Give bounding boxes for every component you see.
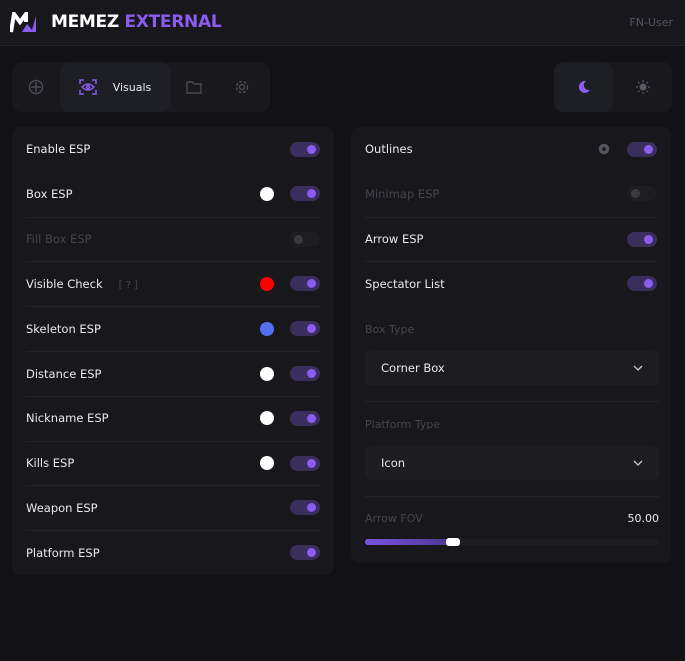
color-picker[interactable] [260,456,274,471]
toggle-switch[interactable] [290,455,320,471]
slider-handle[interactable] [446,538,461,546]
row-label: Fill Box ESP [26,232,92,247]
arrow-fov-label: Arrow FOV [365,512,423,525]
toggle-switch[interactable] [627,141,657,157]
row-platform-esp: Platform ESP [26,530,320,574]
tab-bar: Visuals [12,62,270,112]
moon-icon [578,80,590,93]
row-label: Platform ESP [26,545,100,560]
toggle-switch[interactable] [290,500,320,516]
tab-settings[interactable] [218,62,266,112]
toggle-switch[interactable] [290,545,320,561]
row-outlines: Outlines [365,127,657,171]
row-arrow-esp: Arrow ESP [365,216,657,261]
row-label: Skeleton ESP [26,321,101,336]
crosshair-icon [28,79,44,95]
tab-visuals[interactable]: Visuals [60,62,170,112]
arrow-fov-slider[interactable] [365,538,659,546]
light-theme-button[interactable] [613,62,672,112]
toggle-switch[interactable] [627,276,657,292]
chevron-down-icon [633,365,643,371]
toggle-switch[interactable] [627,231,657,247]
platform-type-select[interactable]: Icon [365,446,659,480]
toggle-switch[interactable] [290,410,320,426]
toggle-switch[interactable] [290,141,320,157]
tab-aimbot[interactable] [12,62,60,112]
eye-icon [78,79,97,95]
row-label: Kills ESP [26,456,75,471]
gear-icon [235,80,249,94]
arrow-fov-value: 50.00 [627,512,660,525]
slider-fill [365,539,454,545]
tab-configs[interactable] [170,62,218,112]
left-panel: Enable ESP Box ESP Fill Box ESP Visible Che… [12,127,334,575]
row-label: Visible Check [26,276,103,291]
chevron-down-icon [633,460,643,466]
app-title: MEMEZ EXTERNAL [51,12,222,32]
box-type-label: Box Type [365,323,415,336]
toggle-switch[interactable] [290,321,320,337]
row-skeleton-esp: Skeleton ESP [26,306,320,350]
row-label-wrap: Visible Check [ ? ] [26,277,260,291]
dark-theme-button[interactable] [554,62,613,112]
row-label: Arrow ESP [365,232,424,247]
row-label: Enable ESP [26,142,91,156]
toggle-switch[interactable] [627,186,657,202]
row-fill-box-esp: Fill Box ESP [26,216,320,261]
row-nickname-esp: Nickname ESP [26,395,320,440]
color-picker[interactable] [260,186,274,201]
logo-icon [10,12,36,33]
color-picker[interactable] [260,276,274,291]
toggle-switch[interactable] [290,186,320,202]
row-minimap-esp: Minimap ESP [365,172,657,216]
gear-icon[interactable] [597,142,611,156]
row-label: Weapon ESP [26,500,98,515]
folder-icon [186,81,202,94]
row-label: Outlines [365,142,413,156]
header: MEMEZ EXTERNAL FN-User [0,0,685,46]
row-label: Box ESP [26,186,73,201]
row-distance-esp: Distance ESP [26,351,320,395]
platform-type-label: Platform Type [365,418,441,431]
toggle-switch[interactable] [290,366,320,381]
toggle-switch[interactable] [290,231,320,247]
row-weapon-esp: Weapon ESP [26,485,320,529]
row-label: Minimap ESP [365,186,440,201]
sun-icon [635,80,650,94]
row-kills-esp: Kills ESP [26,440,320,485]
row-label: Nickname ESP [26,411,109,426]
row-label: Spectator List [365,276,445,291]
row-spectator-list: Spectator List [365,261,657,305]
color-picker[interactable] [260,366,274,381]
help-hint[interactable]: [ ? ] [118,279,139,291]
row-box-esp: Box ESP [26,172,320,216]
color-picker[interactable] [260,321,274,336]
row-enable-esp: Enable ESP [26,127,320,171]
color-picker[interactable] [260,411,274,426]
user-label: FN-User [629,16,673,29]
right-panel: Box Type Corner Box Platform Type Icon A… [351,127,671,563]
theme-switch [554,62,672,112]
row-label: Distance ESP [26,366,102,381]
toggle-switch[interactable] [290,276,320,292]
row-visible-check: Visible Check [ ? ] [26,261,320,305]
box-type-select[interactable]: Corner Box [365,351,659,385]
